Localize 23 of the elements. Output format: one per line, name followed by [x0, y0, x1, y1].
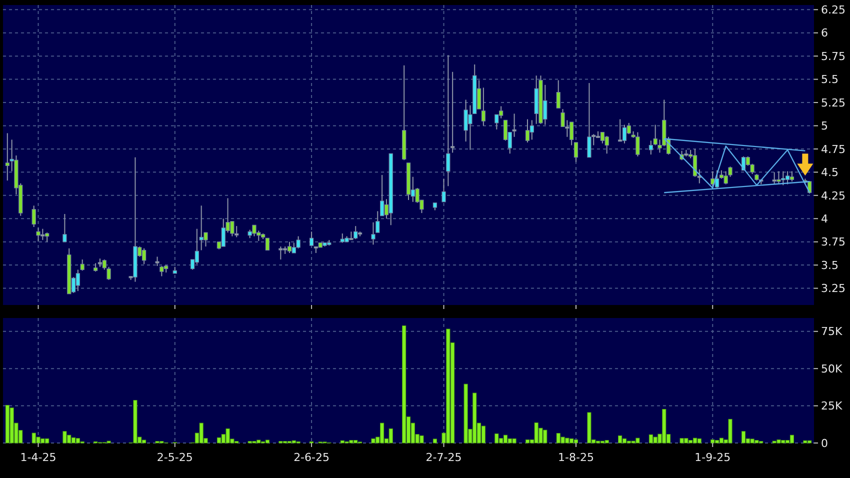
y-tick-label: 5.75	[821, 50, 846, 63]
y-tick-label: 4.25	[821, 189, 846, 202]
y-tick-label: 6.25	[821, 3, 846, 16]
x-tick-label: 2-7-25	[426, 451, 462, 464]
x-tick-label: 2-6-25	[294, 451, 330, 464]
y-tick-label: 5	[821, 120, 828, 133]
y-tick-label: 4	[821, 212, 828, 226]
y-tick-label: 25K	[821, 400, 843, 413]
y-tick-label: 4.75	[821, 142, 846, 156]
y-tick-label: 6	[821, 26, 828, 40]
x-tick-label: 1-9-25	[694, 451, 731, 464]
x-tick-label: 1-4-25	[20, 451, 56, 464]
y-tick-label: 5.5	[821, 73, 838, 86]
y-tick-label: 75K	[821, 325, 843, 338]
x-tick-label: 2-5-25	[156, 451, 193, 464]
x-tick-label: 1-8-25	[558, 451, 594, 464]
y-tick-label: 50K	[821, 362, 843, 376]
y-tick-label: 0	[821, 436, 828, 450]
y-tick-label: 4.5	[821, 166, 838, 180]
y-tick-label: 3.25	[821, 282, 846, 296]
y-tick-label: 3.75	[821, 236, 846, 249]
y-tick-label: 3.5	[821, 258, 838, 272]
y-tick-label: 5.25	[821, 96, 846, 110]
